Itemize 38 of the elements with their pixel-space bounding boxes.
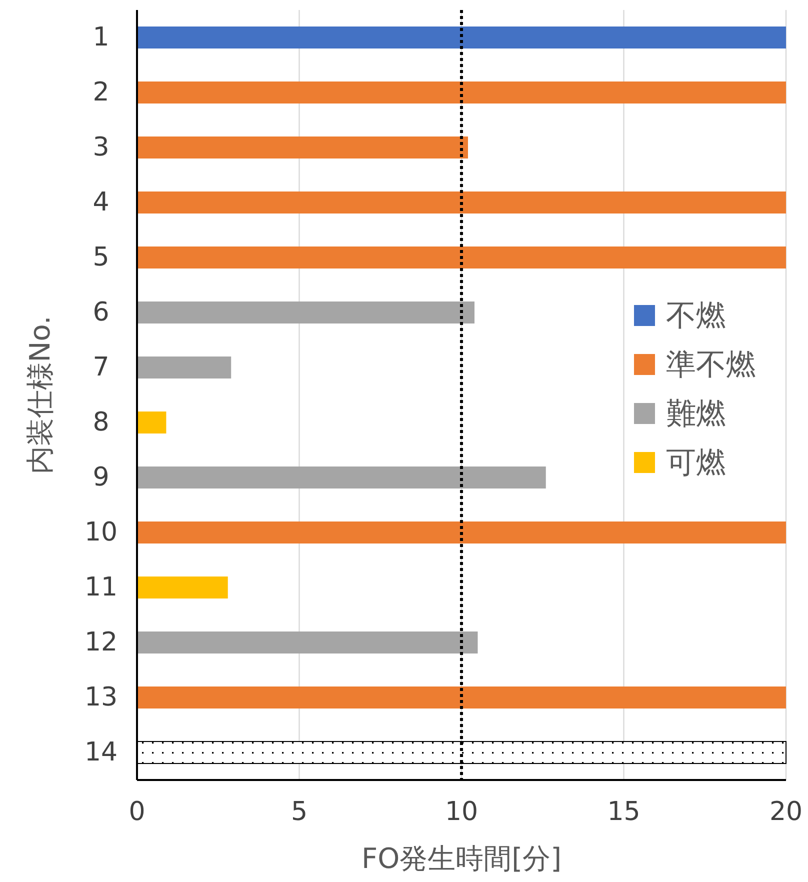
legend-label: 難燃 <box>666 396 726 432</box>
x-tick-label: 15 <box>607 797 640 827</box>
bar <box>137 192 786 214</box>
y-tick-label: 3 <box>92 132 110 162</box>
y-tick-label: 2 <box>92 78 110 108</box>
y-tick-label: 11 <box>84 572 118 602</box>
x-tick-label: 10 <box>444 797 478 827</box>
bar <box>137 26 786 48</box>
x-tick-label: 0 <box>128 797 146 827</box>
y-tick-label: 10 <box>84 518 118 548</box>
bar <box>137 576 228 598</box>
bar <box>137 686 786 708</box>
x-tick-label: 20 <box>769 797 803 827</box>
legend-label: 可燃 <box>666 446 726 480</box>
x-axis-title: FO発生時間[分] <box>362 842 562 875</box>
y-tick-label: 7 <box>92 352 110 382</box>
y-axis-title: 内装仕様No. <box>24 316 56 474</box>
bar <box>137 356 232 378</box>
bar <box>137 246 786 268</box>
legend-label: 不燃 <box>666 298 726 334</box>
bar <box>137 466 546 488</box>
bar <box>137 136 468 158</box>
y-tick-label: 13 <box>84 682 118 712</box>
y-tick-label: 12 <box>84 628 118 658</box>
y-tick-label: 6 <box>92 298 110 328</box>
bar <box>137 82 786 104</box>
y-tick-label: 9 <box>92 462 110 492</box>
y-tick-label: 5 <box>92 242 110 272</box>
y-tick-label: 14 <box>84 738 118 768</box>
bar <box>137 302 474 324</box>
y-tick-label: 8 <box>92 408 110 438</box>
y-tick-label: 4 <box>92 188 110 218</box>
legend-label: 準不燃 <box>666 348 756 382</box>
bar <box>137 412 166 434</box>
bar <box>137 632 478 654</box>
bar <box>137 522 786 544</box>
x-tick-label: 5 <box>290 797 308 827</box>
y-tick-label: 1 <box>92 22 110 52</box>
